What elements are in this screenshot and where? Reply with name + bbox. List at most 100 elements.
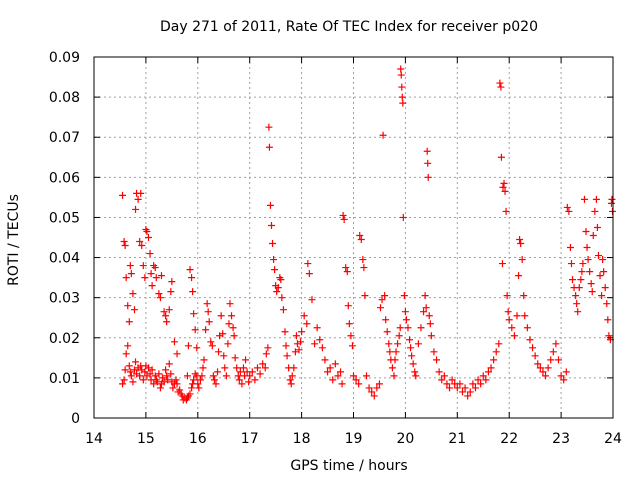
data-point <box>198 372 206 380</box>
data-point <box>165 360 173 368</box>
data-point <box>407 344 415 352</box>
data-point <box>202 326 210 334</box>
data-point <box>150 380 158 388</box>
data-point <box>200 356 208 364</box>
data-point <box>300 312 308 320</box>
data-point <box>578 268 586 276</box>
data-point <box>588 288 596 296</box>
data-point <box>340 215 348 223</box>
data-point <box>508 324 516 332</box>
data-point <box>495 340 503 348</box>
data-point <box>151 372 159 380</box>
data-point <box>456 380 464 388</box>
y-tick-label: 0.05 <box>49 210 80 226</box>
data-point <box>157 272 165 280</box>
data-point <box>228 312 236 320</box>
data-point <box>539 368 547 376</box>
data-point <box>120 238 128 246</box>
data-point <box>397 71 405 79</box>
data-point <box>531 352 539 360</box>
data-point <box>356 231 364 239</box>
data-point <box>466 388 474 396</box>
data-point <box>127 372 135 380</box>
data-point <box>156 384 164 392</box>
data-point <box>383 328 391 336</box>
data-point <box>424 173 432 181</box>
data-point <box>461 384 469 392</box>
data-point <box>139 376 147 384</box>
data-point <box>156 294 164 302</box>
data-point <box>169 384 177 392</box>
data-point <box>398 83 406 91</box>
data-point <box>203 300 211 308</box>
data-point <box>526 336 534 344</box>
data-point <box>234 372 242 380</box>
data-point <box>125 362 133 370</box>
data-point <box>544 364 552 372</box>
data-point <box>350 372 357 380</box>
data-point <box>331 360 339 368</box>
data-point <box>283 352 291 360</box>
y-tick-label: 0.03 <box>49 291 80 307</box>
data-point <box>498 260 506 268</box>
data-point <box>500 179 508 187</box>
data-point <box>139 262 147 270</box>
data-point <box>230 332 238 340</box>
data-point <box>424 159 432 167</box>
data-point <box>596 272 604 280</box>
data-point <box>129 378 137 386</box>
data-point <box>536 364 544 372</box>
data-point <box>464 392 472 400</box>
data-point <box>591 207 599 215</box>
data-point <box>313 324 321 332</box>
data-point <box>426 320 434 328</box>
data-point <box>184 342 192 350</box>
data-point <box>566 244 574 252</box>
data-point <box>176 386 184 394</box>
data-point <box>273 288 281 296</box>
data-point <box>547 356 555 364</box>
y-tick-label: 0.07 <box>49 130 80 146</box>
data-point <box>579 260 587 268</box>
data-point <box>208 342 216 350</box>
data-point <box>316 336 324 344</box>
data-point <box>163 372 171 380</box>
data-point <box>270 256 278 264</box>
data-point <box>577 276 585 284</box>
data-point <box>148 366 156 374</box>
data-point <box>188 274 196 282</box>
data-point <box>599 256 607 264</box>
data-point <box>603 300 611 308</box>
data-point <box>398 93 406 101</box>
data-point <box>248 368 256 376</box>
data-point <box>221 364 229 372</box>
data-point <box>411 368 419 376</box>
x-tick-label: 19 <box>345 431 363 447</box>
data-point <box>119 380 127 388</box>
data-point <box>143 227 151 235</box>
data-point <box>555 356 563 364</box>
data-point <box>159 374 167 382</box>
data-point <box>222 372 230 380</box>
data-point <box>132 358 140 366</box>
data-point <box>271 266 279 274</box>
data-point <box>245 378 253 386</box>
data-point <box>318 344 326 352</box>
y-tick-label: 0.02 <box>49 331 80 347</box>
data-point <box>474 376 482 384</box>
data-point <box>518 256 526 264</box>
data-point <box>348 342 356 350</box>
data-point <box>560 376 568 384</box>
y-tick-label: 0 <box>71 411 80 427</box>
data-point <box>256 370 264 378</box>
data-point <box>592 195 600 203</box>
data-point <box>136 372 144 380</box>
y-tick-label: 0.09 <box>49 50 80 66</box>
y-tick-labels: 0 0.01 0.02 0.03 0.04 0.05 0.06 0.07 0.08 0.09 <box>49 50 80 427</box>
data-point <box>497 153 505 161</box>
data-point <box>344 302 352 310</box>
data-point <box>345 320 353 328</box>
data-point <box>521 312 529 320</box>
data-point <box>130 306 138 314</box>
x-tick-label: 20 <box>396 431 414 447</box>
